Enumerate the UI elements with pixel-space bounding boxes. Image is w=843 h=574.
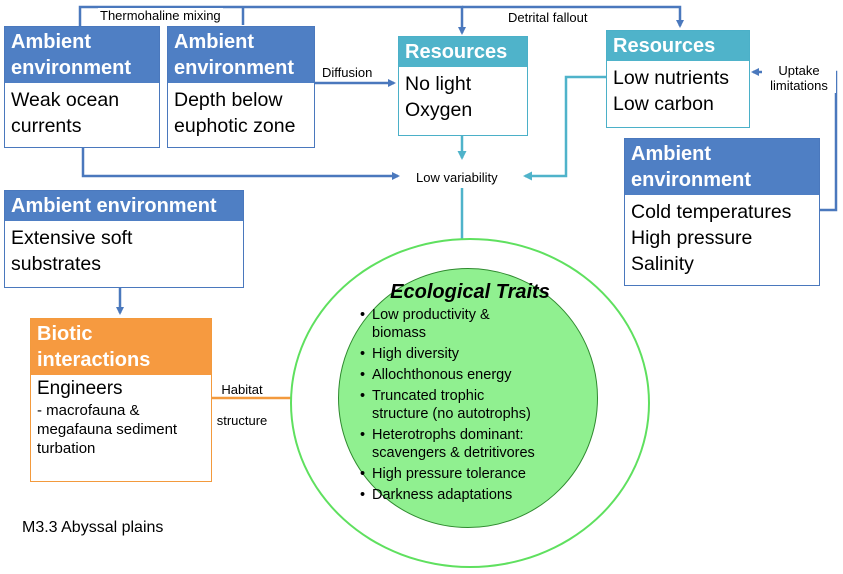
detrital-label: Detrital fallout [508, 10, 588, 25]
trait-line: Low productivity & [372, 307, 490, 323]
body-line: Low carbon [613, 93, 714, 115]
body-line: Cold temperatures [631, 201, 792, 223]
header-line: Ambient [174, 31, 254, 53]
body-line: No light [405, 73, 472, 95]
ambient-substrates-box: Ambient environment Extensive soft subst… [4, 190, 244, 288]
traits-list: Low productivity & biomass High diversit… [350, 306, 590, 504]
thermohaline-label: Thermohaline mixing [98, 8, 223, 23]
trait-line: High pressure tolerance [372, 466, 526, 482]
body-sub-line: turbation [37, 440, 96, 457]
ambient-cold-body: Cold temperatures High pressure Salinity [625, 195, 819, 281]
trait-line: scavengers & detritivores [372, 445, 535, 461]
resources-light-body: No light Oxygen [399, 67, 527, 127]
header-line: environment [174, 57, 295, 79]
trait-item: Heterotrophs dominant: scavengers & detr… [350, 426, 590, 462]
detrital-arrow [462, 5, 684, 28]
header-line: Resources [613, 35, 716, 57]
trait-line: Allochthonous energy [372, 367, 512, 383]
biotic-interactions-box: Biotic interactions Engineers - macrofau… [30, 318, 212, 482]
body-line: Depth below [174, 89, 283, 111]
body-line: Low nutrients [613, 67, 729, 89]
header-line: Ambient [11, 31, 91, 53]
trait-line: High diversity [372, 346, 460, 362]
resources-light-header: Resources [399, 37, 527, 67]
trait-item: High pressure tolerance [350, 465, 590, 483]
uptake-label: Uptake limitations [762, 63, 836, 93]
resources-light-box: Resources No light Oxygen [398, 36, 528, 136]
resources-nutrients-header: Resources [607, 31, 749, 61]
trait-line: biomass [372, 325, 426, 341]
thermohaline-arrow [78, 5, 466, 35]
trait-line: Darkness adaptations [372, 487, 513, 503]
ecological-traits: Ecological Traits Low productivity & bio… [350, 280, 590, 507]
biotic-body: Engineers - macrofauna & megafauna sedim… [31, 375, 211, 462]
ambient-ocean-body: Weak ocean currents [5, 83, 159, 143]
body-line: currents [11, 115, 82, 137]
body-main-line: Engineers [37, 378, 123, 399]
header-line: Biotic [37, 323, 93, 345]
figure-caption: M3.3 Abyssal plains [22, 519, 164, 536]
body-line: Oxygen [405, 99, 473, 121]
ambient-ocean-header: Ambient environment [5, 27, 159, 83]
resources-nutrients-box: Resources Low nutrients Low carbon [606, 30, 750, 128]
header-line: interactions [37, 349, 151, 371]
trait-item: Truncated trophic structure (no autotrop… [350, 387, 590, 423]
header-line: Resources [405, 41, 508, 63]
nutrients-to-variability-arrow [523, 75, 606, 181]
ambient-cold-header: Ambient environment [625, 139, 819, 195]
trait-item: Allochthonous energy [350, 366, 590, 384]
traits-title: Ecological Traits [390, 281, 550, 303]
trait-line: Heterotrophs dominant: [372, 427, 524, 443]
habitat-line: Habitat [221, 382, 263, 397]
body-line: substrates [11, 253, 101, 275]
ambient-depth-box: Ambient environment Depth below euphotic… [167, 26, 315, 148]
ambient-ocean-box: Ambient environment Weak ocean currents [4, 26, 160, 148]
uptake-line: limitations [770, 78, 828, 93]
body-sub-line: megafauna sediment [37, 421, 178, 438]
resources-nutrients-body: Low nutrients Low carbon [607, 61, 749, 121]
body-line: Extensive soft [11, 227, 133, 249]
ambient-cold-box: Ambient environment Cold temperatures Hi… [624, 138, 820, 286]
header-line: Ambient [631, 143, 711, 165]
ambient-depth-body: Depth below euphotic zone [168, 83, 314, 143]
ambient-depth-header: Ambient environment [168, 27, 314, 83]
trait-item: High diversity [350, 345, 590, 363]
body-line: Weak ocean [11, 89, 120, 111]
body-sub-line: - macrofauna & [37, 402, 140, 419]
biotic-header: Biotic interactions [31, 319, 211, 375]
ambient-substrates-body: Extensive soft substrates [5, 221, 243, 281]
header-line: Ambient environment [11, 195, 217, 217]
body-line: High pressure [631, 227, 753, 249]
ocean-to-variability-arrow [81, 147, 400, 180]
habitat-label: Habitat structure [212, 382, 272, 428]
ambient-substrates-header: Ambient environment [5, 191, 243, 221]
body-line: euphotic zone [174, 115, 296, 137]
header-line: environment [11, 57, 132, 79]
low-variability-label: Low variability [416, 170, 498, 185]
trait-item: Darkness adaptations [350, 486, 590, 504]
diffusion-label: Diffusion [322, 65, 373, 80]
trait-line: Truncated trophic [372, 388, 485, 404]
trait-line: structure (no autotrophs) [372, 406, 531, 422]
habitat-line: structure [216, 413, 268, 428]
header-line: environment [631, 169, 752, 191]
trait-item: Low productivity & biomass [350, 306, 590, 342]
body-line: Salinity [631, 253, 694, 275]
uptake-line: Uptake [778, 63, 820, 78]
